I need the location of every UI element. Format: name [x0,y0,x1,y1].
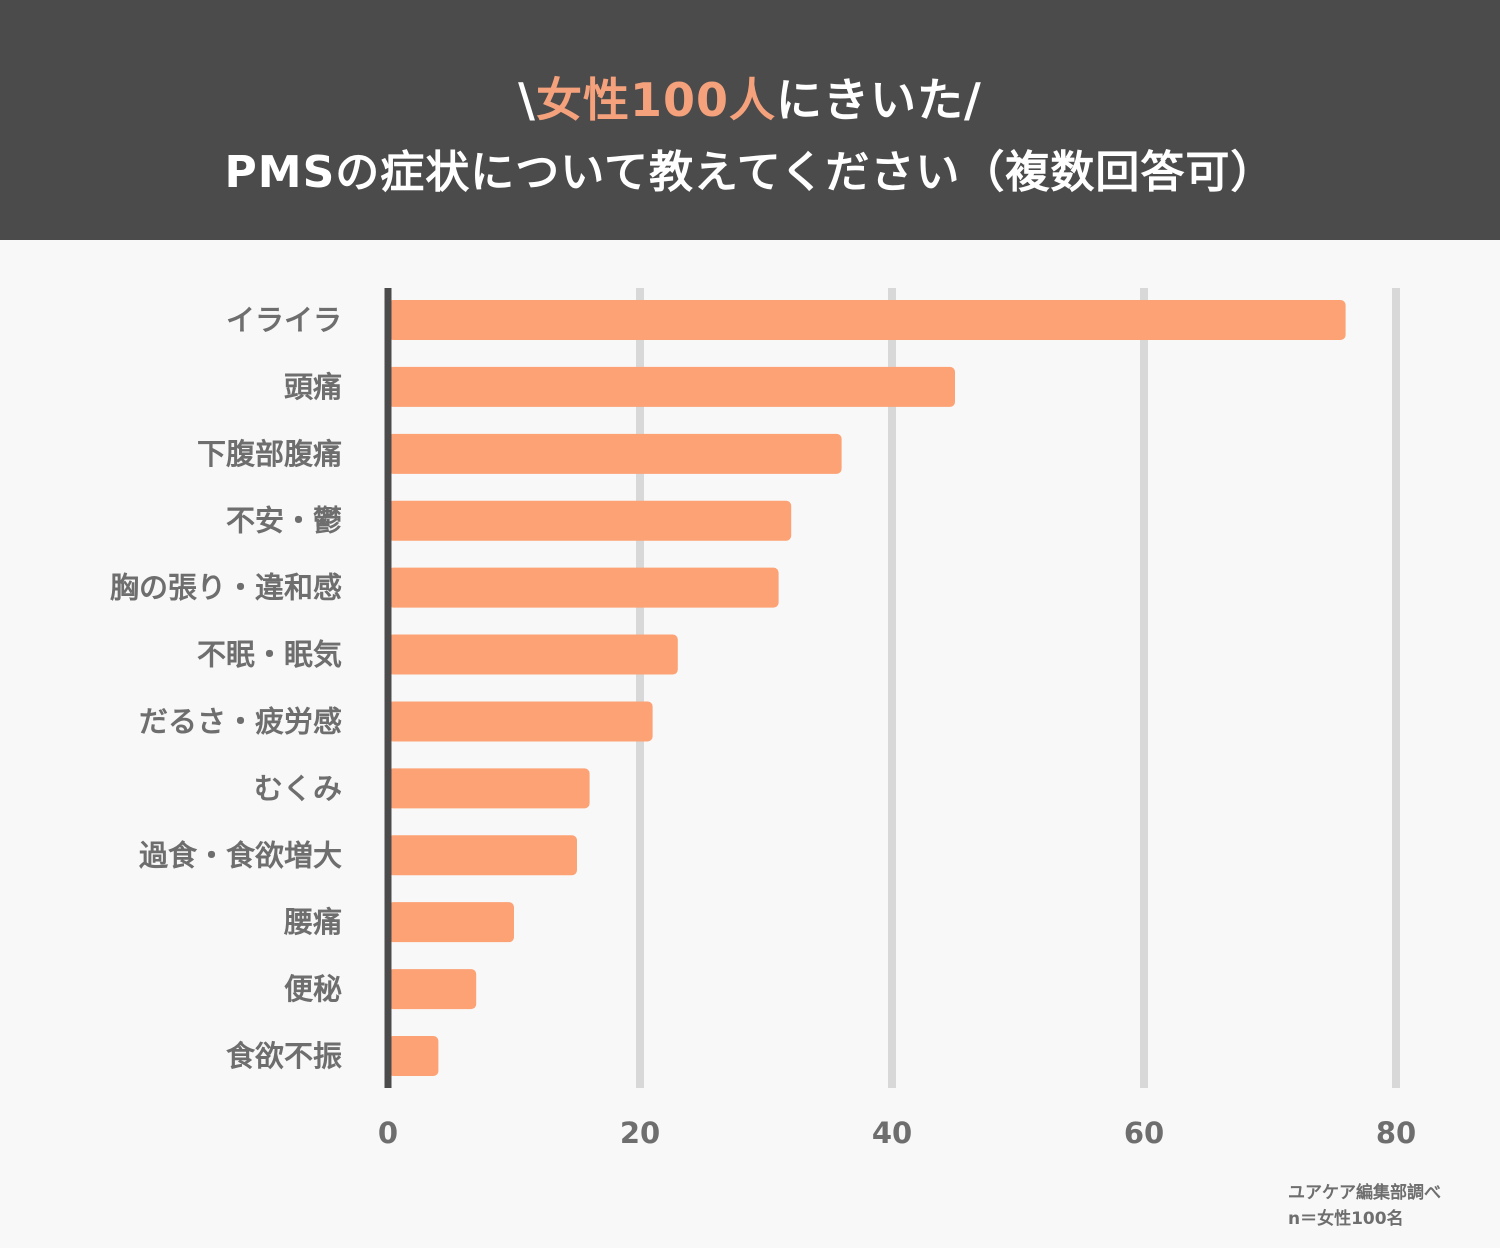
category-label-2: 下腹部腹痛 [197,437,342,471]
chart-header: \女性100人にきいた/ PMSの症状について教えてください（複数回答可） [0,0,1500,240]
x-tick-label-40: 40 [872,1116,912,1150]
x-tick-label-60: 60 [1124,1116,1164,1150]
header-prefix: \ [518,73,536,127]
bar-chart: イライラ頭痛下腹部腹痛不安・鬱胸の張り・違和感不眠・眠気だるさ・疲労感むくみ過食… [110,288,1416,1150]
header-accent: 女性100人 [535,73,777,127]
category-label-9: 腰痛 [283,905,342,939]
category-label-10: 便秘 [284,972,342,1006]
category-label-8: 過食・食欲増大 [139,838,342,872]
category-label-11: 食欲不振 [226,1039,342,1073]
category-label-7: むくみ [254,771,342,805]
chart-title: PMSの症状について教えてください（複数回答可） [224,147,1276,198]
bar-6 [388,701,653,742]
source-line1: ユアケア編集部調べ [1288,1183,1441,1203]
bar-1 [388,366,955,407]
bar-8 [388,835,577,876]
bar-3 [388,500,792,541]
bar-4 [388,567,779,608]
bar-11 [388,1036,439,1076]
bar-5 [388,634,678,675]
category-label-6: だるさ・疲労感 [139,704,342,738]
source-line2: n＝女性100名 [1288,1209,1404,1229]
bar-9 [388,902,514,943]
category-label-5: 不眠・眠気 [197,638,342,672]
bar-0 [388,300,1346,340]
bar-7 [388,768,590,809]
x-tick-label-20: 20 [620,1116,660,1150]
header-suffix: にきいた/ [776,73,982,127]
category-label-1: 頭痛 [284,370,342,404]
header-line1: \女性100人にきいた/ [0,64,1500,130]
category-label-0: イライラ [226,303,342,337]
category-label-3: 不安・鬱 [226,504,342,538]
category-label-4: 胸の張り・違和感 [110,571,342,605]
x-tick-label-80: 80 [1376,1116,1416,1150]
x-tick-label-0: 0 [378,1116,398,1150]
bar-10 [388,969,477,1010]
source-note: ユアケア編集部調べ n＝女性100名 [1288,1180,1441,1232]
bar-2 [388,433,842,474]
